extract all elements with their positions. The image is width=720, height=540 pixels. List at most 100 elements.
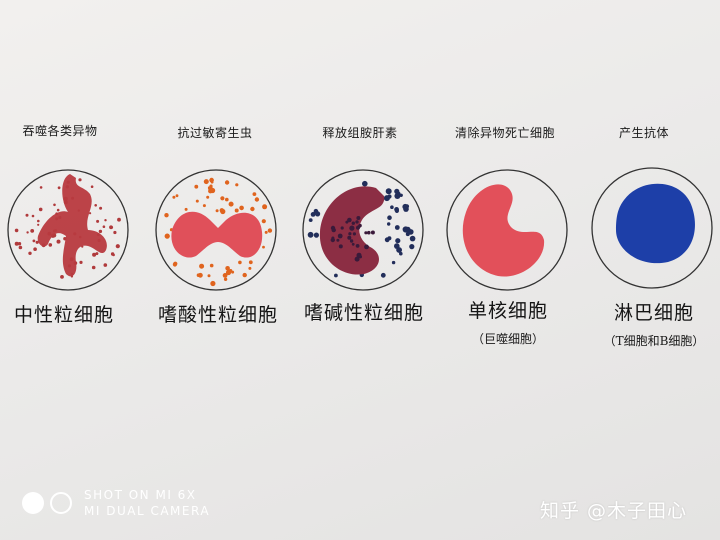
- camera-dot-icon: [22, 492, 44, 514]
- granule: [203, 179, 209, 185]
- monocyte-function-label: 清除异物死亡细胞: [454, 126, 555, 140]
- granule: [264, 230, 268, 234]
- granule: [224, 180, 230, 185]
- granule: [117, 217, 121, 222]
- camera-watermark: SHOT ON MI 6X MI DUAL CAMERA: [22, 487, 210, 519]
- granule: [96, 219, 100, 223]
- granule: [395, 238, 401, 244]
- granule: [267, 228, 273, 233]
- granule: [262, 204, 268, 210]
- granule: [347, 235, 352, 240]
- granule: [331, 236, 335, 240]
- granule: [355, 220, 359, 224]
- granule: [173, 261, 178, 266]
- granule: [336, 238, 340, 242]
- granule: [351, 221, 355, 225]
- granule: [35, 240, 39, 244]
- monocyte-subname: （巨噬细胞）: [471, 332, 544, 346]
- granule: [175, 194, 179, 198]
- granule: [57, 186, 61, 190]
- granule: [164, 213, 169, 218]
- granule: [367, 230, 371, 235]
- granule: [48, 243, 53, 247]
- granule: [110, 226, 114, 229]
- granule: [396, 247, 402, 253]
- granule: [223, 277, 228, 281]
- neutrophil-function-label: 吞噬各类异物: [22, 124, 98, 138]
- neutrophil-nucleus: [37, 174, 107, 277]
- granule: [380, 272, 386, 278]
- granule: [349, 239, 354, 243]
- granule: [334, 273, 338, 278]
- author-watermark: 知乎 @木子田心: [540, 500, 688, 522]
- granule: [356, 252, 362, 258]
- granule: [89, 212, 92, 215]
- granule: [348, 232, 352, 236]
- granule: [14, 241, 19, 246]
- granule: [308, 218, 313, 222]
- granule: [18, 245, 23, 250]
- granule: [248, 260, 253, 265]
- granule: [94, 204, 97, 207]
- granule: [331, 227, 336, 233]
- granule: [242, 272, 247, 278]
- granule: [164, 233, 170, 239]
- granule: [252, 192, 257, 196]
- eosinophil-function-label: 抗过敏寄生虫: [177, 126, 253, 140]
- granule: [207, 186, 212, 190]
- granule: [307, 231, 314, 238]
- granule: [113, 230, 117, 235]
- granule: [362, 180, 368, 187]
- granule: [215, 209, 219, 213]
- granule: [172, 195, 176, 199]
- granule: [90, 185, 94, 188]
- granule: [347, 217, 352, 223]
- granule: [399, 251, 403, 256]
- granule: [30, 229, 35, 233]
- granule: [384, 237, 390, 243]
- granule: [112, 253, 115, 257]
- camera-line-1: SHOT ON MI 6X: [84, 488, 197, 502]
- granule: [207, 274, 211, 278]
- granule: [391, 260, 396, 265]
- monocyte-nucleus: [462, 184, 545, 277]
- granule: [394, 208, 399, 213]
- granule: [209, 263, 214, 268]
- granule: [102, 225, 106, 228]
- granule: [396, 191, 401, 196]
- granule: [394, 225, 400, 230]
- granule: [37, 223, 40, 226]
- granule: [53, 203, 56, 207]
- lymphocyte-cell: [591, 167, 713, 289]
- granule: [228, 201, 234, 207]
- granule: [17, 242, 22, 246]
- granule: [92, 252, 97, 257]
- granule: [356, 216, 361, 220]
- lymphocyte-name: 淋巴细胞: [613, 302, 694, 324]
- neutrophil-name: 中性粒细胞: [13, 304, 114, 326]
- granule: [390, 205, 394, 209]
- granule: [405, 232, 410, 237]
- granule: [95, 252, 99, 256]
- granule: [239, 205, 244, 211]
- granule: [349, 225, 355, 231]
- granule: [28, 251, 32, 255]
- granule: [402, 203, 409, 210]
- granule: [202, 204, 206, 208]
- granule: [184, 207, 188, 211]
- granule: [25, 213, 29, 217]
- granule: [355, 244, 360, 248]
- granule: [195, 199, 199, 203]
- granule: [354, 256, 360, 262]
- granule: [358, 223, 362, 228]
- granule: [103, 263, 108, 267]
- monocyte-name: 单核细胞: [467, 300, 548, 322]
- granule: [78, 178, 82, 182]
- granule: [39, 186, 43, 189]
- granule: [409, 244, 415, 250]
- granule: [79, 260, 83, 264]
- granule: [262, 245, 265, 249]
- granule: [194, 184, 199, 189]
- granule: [409, 235, 416, 242]
- granule: [60, 275, 64, 279]
